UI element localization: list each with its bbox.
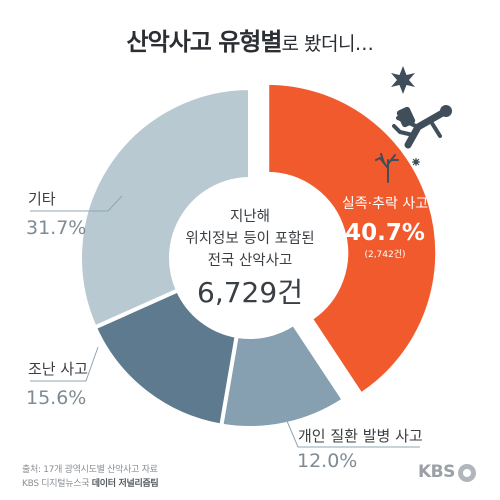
source-line2-prefix: KBS 디지털뉴스국 <box>22 479 92 489</box>
label-etc-name: 기타 <box>28 190 56 208</box>
center-label-line1: 지난해 <box>230 208 270 225</box>
label-etc-percent: 31.7% <box>26 217 86 239</box>
source-line1: 출처: 17개 광역시도별 산악사고 자료 <box>22 465 158 475</box>
slice-lost <box>92 288 239 428</box>
slice-etc <box>78 86 252 330</box>
label-lost-percent: 15.6% <box>26 387 86 409</box>
label-fall-count: (2,742건) <box>364 249 405 260</box>
kbs-logo-icon <box>458 464 476 482</box>
leader-line-etc <box>30 195 123 212</box>
source-line2-team: 데이터 저널리즘팀 <box>91 479 159 489</box>
falling-hiker-icon <box>391 66 475 149</box>
sun-icon <box>391 66 415 94</box>
label-illness-name: 개인 질환 발병 사고 <box>298 427 423 445</box>
center-label-line3: 전국 산악사고 <box>208 252 293 269</box>
title-light: 로 봤더니… <box>281 33 374 55</box>
label-fall-percent: 40.7% <box>345 220 425 246</box>
kbs-logo-text: KBS <box>418 462 455 482</box>
center-label-line2: 위치정보 등이 포함된 <box>185 230 314 247</box>
leader-line-illness <box>283 413 420 448</box>
center-total: 6,729건 <box>197 276 303 309</box>
label-lost-name: 조난 사고 <box>28 360 88 378</box>
leader-line-lost <box>30 346 99 382</box>
title-bold: 산악사고 유형별 <box>126 28 283 56</box>
label-illness-percent: 12.0% <box>297 450 357 472</box>
leaf-icon <box>412 158 420 166</box>
label-fall-name: 실족·추락 사고 <box>342 196 428 212</box>
tree-icon <box>375 153 399 183</box>
source-line2: KBS 디지털뉴스국 데이터 저널리즘팀 <box>22 476 159 489</box>
chart-title: 산악사고 유형별로 봤더니… <box>0 22 500 57</box>
